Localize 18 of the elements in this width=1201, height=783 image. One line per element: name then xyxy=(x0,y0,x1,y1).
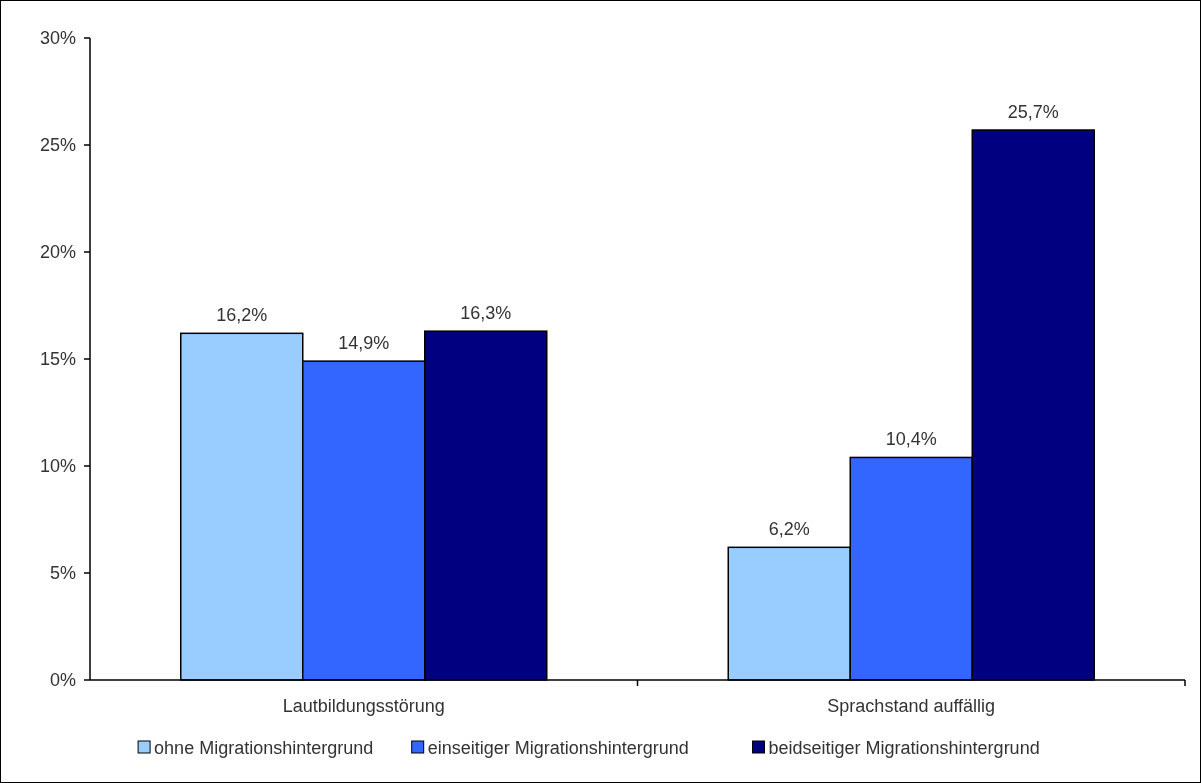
y-tick-label: 5% xyxy=(49,563,76,584)
x-tick-label: Sprachstand auffällig xyxy=(827,696,996,716)
data-label: 6,2% xyxy=(768,519,810,540)
y-tick-label: 30% xyxy=(39,28,76,49)
data-label: 25,7% xyxy=(1007,102,1059,123)
legend-label: ohne Migrationshintergrund xyxy=(154,738,374,759)
data-label: 16,3% xyxy=(460,303,512,324)
data-label: 16,2% xyxy=(216,305,268,326)
x-tick-label: Lautbildungsstörung xyxy=(282,696,445,716)
y-tick-label: 25% xyxy=(39,135,76,156)
legend-label: beidseitiger Migrationshintergrund xyxy=(768,738,1040,759)
y-tick-label: 20% xyxy=(39,242,76,263)
y-tick-label: 15% xyxy=(39,349,76,370)
data-label: 14,9% xyxy=(338,333,390,354)
y-tick-label: 0% xyxy=(49,670,76,691)
data-label: 10,4% xyxy=(885,429,937,450)
y-tick-label: 10% xyxy=(39,456,76,477)
legend-label: einseitiger Migrationshintergrund xyxy=(427,738,689,759)
